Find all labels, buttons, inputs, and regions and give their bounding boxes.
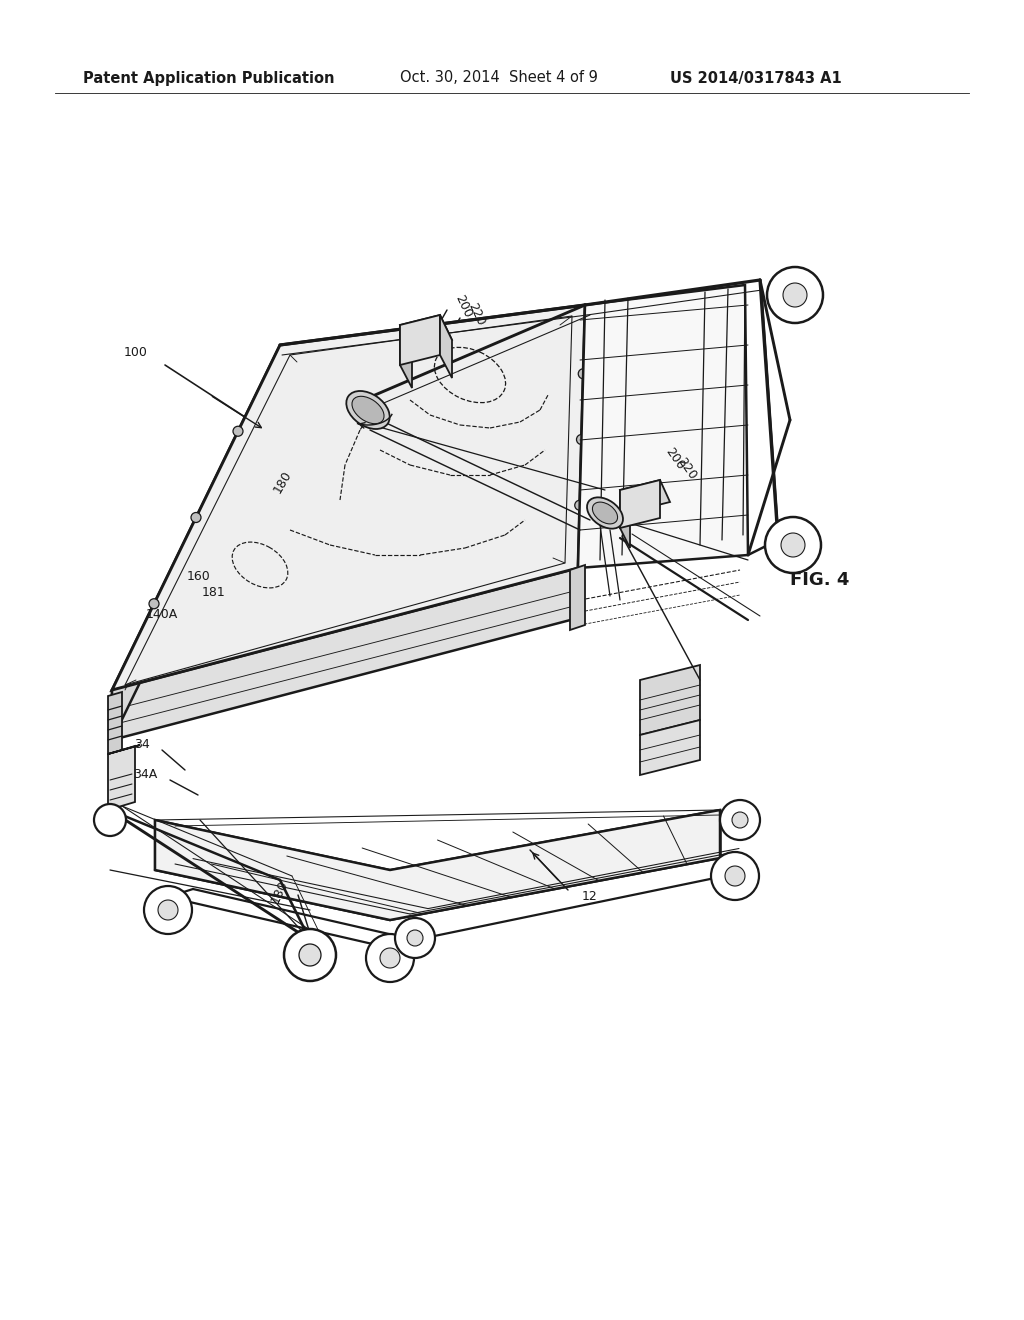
Polygon shape xyxy=(400,315,452,352)
Ellipse shape xyxy=(352,396,384,424)
Polygon shape xyxy=(108,744,140,754)
Polygon shape xyxy=(112,568,578,741)
Circle shape xyxy=(711,851,759,900)
Polygon shape xyxy=(640,719,700,775)
Circle shape xyxy=(720,800,760,840)
Ellipse shape xyxy=(587,498,623,528)
Polygon shape xyxy=(108,746,135,810)
Circle shape xyxy=(150,599,159,609)
Text: 34: 34 xyxy=(134,738,150,751)
Text: 180: 180 xyxy=(270,469,294,495)
Text: 220: 220 xyxy=(465,301,486,327)
Polygon shape xyxy=(440,315,452,378)
Circle shape xyxy=(380,948,400,968)
Polygon shape xyxy=(620,490,630,548)
Text: 100: 100 xyxy=(124,346,148,359)
Polygon shape xyxy=(400,315,440,366)
Circle shape xyxy=(94,804,126,836)
Circle shape xyxy=(299,944,321,966)
Circle shape xyxy=(395,917,435,958)
Text: 34A: 34A xyxy=(133,768,157,781)
Circle shape xyxy=(781,533,805,557)
Text: Patent Application Publication: Patent Application Publication xyxy=(83,70,335,86)
Circle shape xyxy=(574,500,585,511)
Text: FIG. 4: FIG. 4 xyxy=(791,572,850,589)
Polygon shape xyxy=(400,325,412,388)
Polygon shape xyxy=(620,480,670,512)
Ellipse shape xyxy=(593,502,617,524)
Circle shape xyxy=(144,886,193,935)
Polygon shape xyxy=(578,285,748,568)
Text: Oct. 30, 2014  Sheet 4 of 9: Oct. 30, 2014 Sheet 4 of 9 xyxy=(400,70,598,86)
Text: 181: 181 xyxy=(202,586,225,598)
Polygon shape xyxy=(620,480,660,528)
Circle shape xyxy=(765,517,821,573)
Text: 180: 180 xyxy=(268,878,290,906)
Polygon shape xyxy=(108,692,122,754)
Polygon shape xyxy=(112,305,585,690)
Text: US 2014/0317843 A1: US 2014/0317843 A1 xyxy=(670,70,842,86)
Text: 140A: 140A xyxy=(145,607,178,620)
Text: 160: 160 xyxy=(186,569,210,582)
Circle shape xyxy=(783,282,807,308)
Circle shape xyxy=(579,368,588,379)
Circle shape xyxy=(732,812,748,828)
Polygon shape xyxy=(112,345,280,741)
Circle shape xyxy=(725,866,745,886)
Text: 12: 12 xyxy=(582,890,598,903)
Circle shape xyxy=(767,267,823,323)
Ellipse shape xyxy=(346,391,390,429)
Polygon shape xyxy=(640,665,700,735)
Polygon shape xyxy=(570,565,585,630)
Circle shape xyxy=(284,929,336,981)
Circle shape xyxy=(366,935,414,982)
Text: 200: 200 xyxy=(452,293,474,319)
Text: 200: 200 xyxy=(663,445,687,473)
Polygon shape xyxy=(155,810,720,920)
Circle shape xyxy=(407,931,423,946)
Circle shape xyxy=(233,426,243,436)
Polygon shape xyxy=(125,315,572,685)
Circle shape xyxy=(191,512,201,523)
Circle shape xyxy=(577,434,587,445)
Text: 220: 220 xyxy=(675,455,699,482)
Circle shape xyxy=(158,900,178,920)
